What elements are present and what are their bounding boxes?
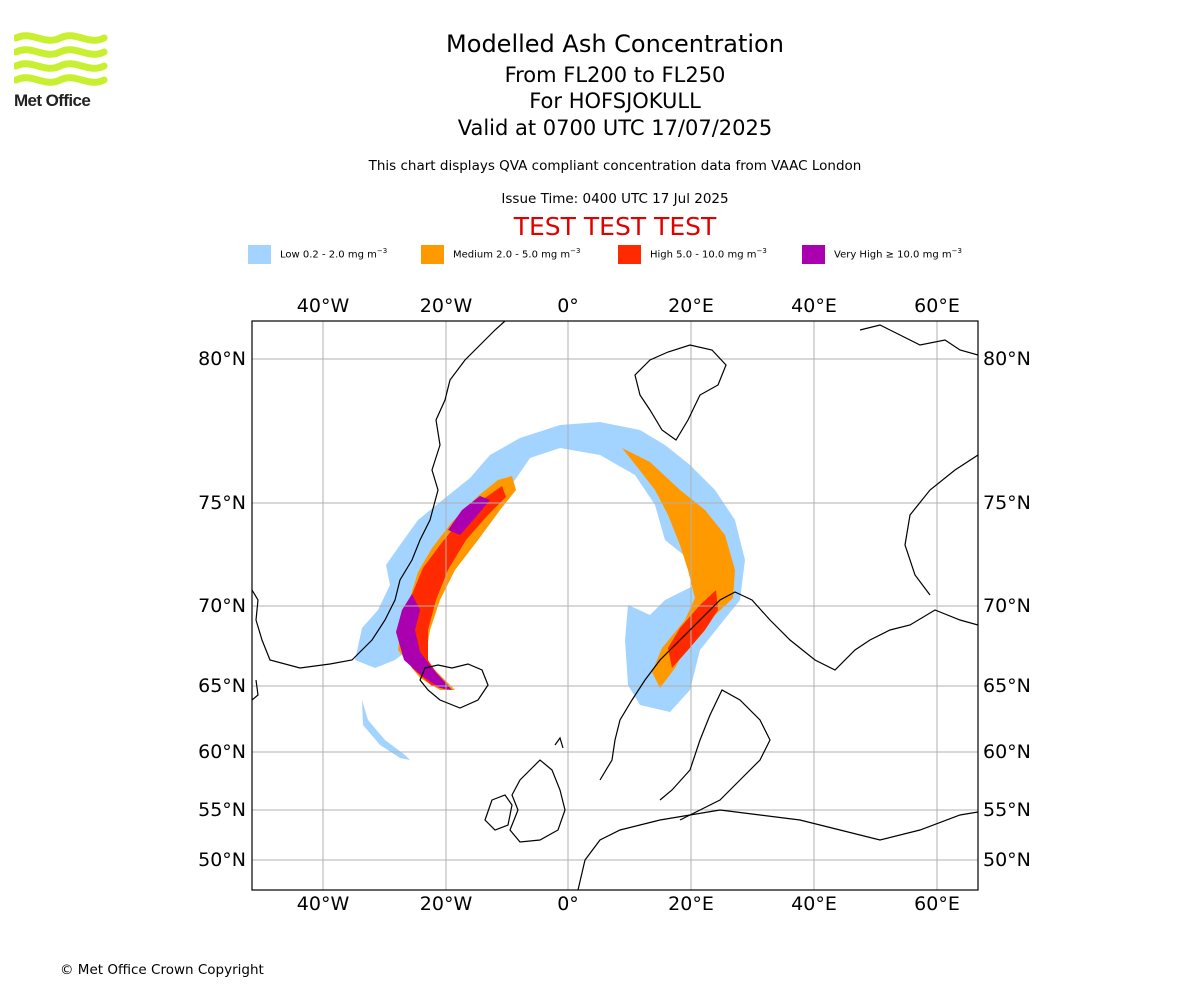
- lon-label: 20°E: [668, 893, 714, 915]
- legend-label-medium: Medium 2.0 - 5.0 mg m: [453, 249, 571, 261]
- legend-swatch-very-high: [802, 244, 825, 264]
- legend-item-high: High 5.0 - 10.0 mg m−3: [618, 244, 767, 264]
- legend-swatch-high: [618, 244, 641, 264]
- coast-iceland: [419, 663, 489, 709]
- copyright-notice: © Met Office Crown Copyright: [60, 962, 264, 978]
- chart-subtitle: This chart displays QVA compliant concen…: [368, 158, 862, 174]
- lat-label: 65°N: [983, 675, 1031, 697]
- coast-baltic: [659, 689, 771, 821]
- lon-label: 20°W: [420, 893, 473, 915]
- graticule: [252, 321, 978, 890]
- ash-zone-low-south: [362, 700, 410, 760]
- chart-title: Modelled Ash Concentration: [446, 30, 784, 58]
- latitude-labels-left: 80°N 75°N 70°N 65°N 60°N 55°N 50°N: [198, 348, 246, 871]
- lat-label: 80°N: [983, 348, 1031, 370]
- ash-zone-high: [402, 486, 506, 690]
- latitude-labels-right: 80°N 75°N 70°N 65°N 60°N 55°N 50°N: [983, 348, 1031, 871]
- valid-time: Valid at 0700 UTC 17/07/2025: [457, 116, 773, 140]
- lat-label: 50°N: [198, 849, 246, 871]
- lat-label: 50°N: [983, 849, 1031, 871]
- coast-greenland: [252, 321, 506, 669]
- lat-label: 60°N: [198, 741, 246, 763]
- longitude-labels-top: 40°W 20°W 0° 20°E 40°E 60°E: [297, 295, 960, 317]
- ash-zone-high-east: [668, 590, 718, 668]
- coast-ireland: [484, 794, 513, 831]
- ash-plumes: [355, 422, 745, 760]
- flight-level-range: From FL200 to FL250: [504, 63, 726, 87]
- lon-label: 60°E: [914, 893, 960, 915]
- test-banner: TEST TEST TEST: [513, 212, 717, 241]
- ash-zone-very-high-north: [448, 496, 490, 535]
- lat-label: 70°N: [198, 595, 246, 617]
- legend-label-very-high: Very High ≥ 10.0 mg m: [834, 249, 952, 261]
- coast-novaya-zemlya: [904, 454, 978, 596]
- lat-label: 80°N: [198, 348, 246, 370]
- lon-label: 0°: [557, 893, 579, 915]
- map-frame: [251, 320, 979, 891]
- lat-label: 55°N: [983, 799, 1031, 821]
- coast-svalbard: [634, 344, 727, 441]
- coast-europe: [577, 809, 978, 890]
- lon-label: 40°E: [791, 295, 837, 317]
- issue-time: Issue Time: 0400 UTC 17 Jul 2025: [501, 191, 729, 207]
- legend-item-low: Low 0.2 - 2.0 mg m−3: [248, 244, 387, 264]
- legend-label-low: Low 0.2 - 2.0 mg m: [280, 249, 377, 261]
- lat-label: 55°N: [198, 799, 246, 821]
- legend-swatch-medium: [421, 244, 444, 264]
- legend-item-medium: Medium 2.0 - 5.0 mg m−3: [421, 244, 580, 264]
- lat-label: 70°N: [983, 595, 1031, 617]
- lat-label: 60°N: [983, 741, 1031, 763]
- ash-zone-low: [355, 422, 745, 712]
- lat-label: 65°N: [198, 675, 246, 697]
- lon-label: 0°: [557, 295, 579, 317]
- legend-label-high: High 5.0 - 10.0 mg m: [650, 249, 757, 261]
- coast-britain: [509, 759, 566, 843]
- coast-scandinavia: [599, 591, 978, 781]
- legend-item-very-high: Very High ≥ 10.0 mg m−3: [802, 244, 962, 264]
- lon-label: 40°W: [297, 893, 350, 915]
- longitude-labels-bottom: 40°W 20°W 0° 20°E 40°E 60°E: [297, 893, 960, 915]
- lon-label: 60°E: [914, 295, 960, 317]
- lon-label: 20°E: [668, 295, 714, 317]
- lon-label: 20°W: [420, 295, 473, 317]
- ash-zone-very-high: [396, 594, 452, 690]
- lon-label: 40°W: [297, 295, 350, 317]
- volcano-name: For HOFSJOKULL: [529, 89, 701, 113]
- legend-swatch-low: [248, 244, 271, 264]
- lat-label: 75°N: [198, 492, 246, 514]
- lat-label: 75°N: [983, 492, 1031, 514]
- lon-label: 40°E: [791, 893, 837, 915]
- met-office-logo: [14, 32, 108, 86]
- logo-wordmark: Met Office: [14, 91, 91, 110]
- coastlines: [252, 321, 978, 890]
